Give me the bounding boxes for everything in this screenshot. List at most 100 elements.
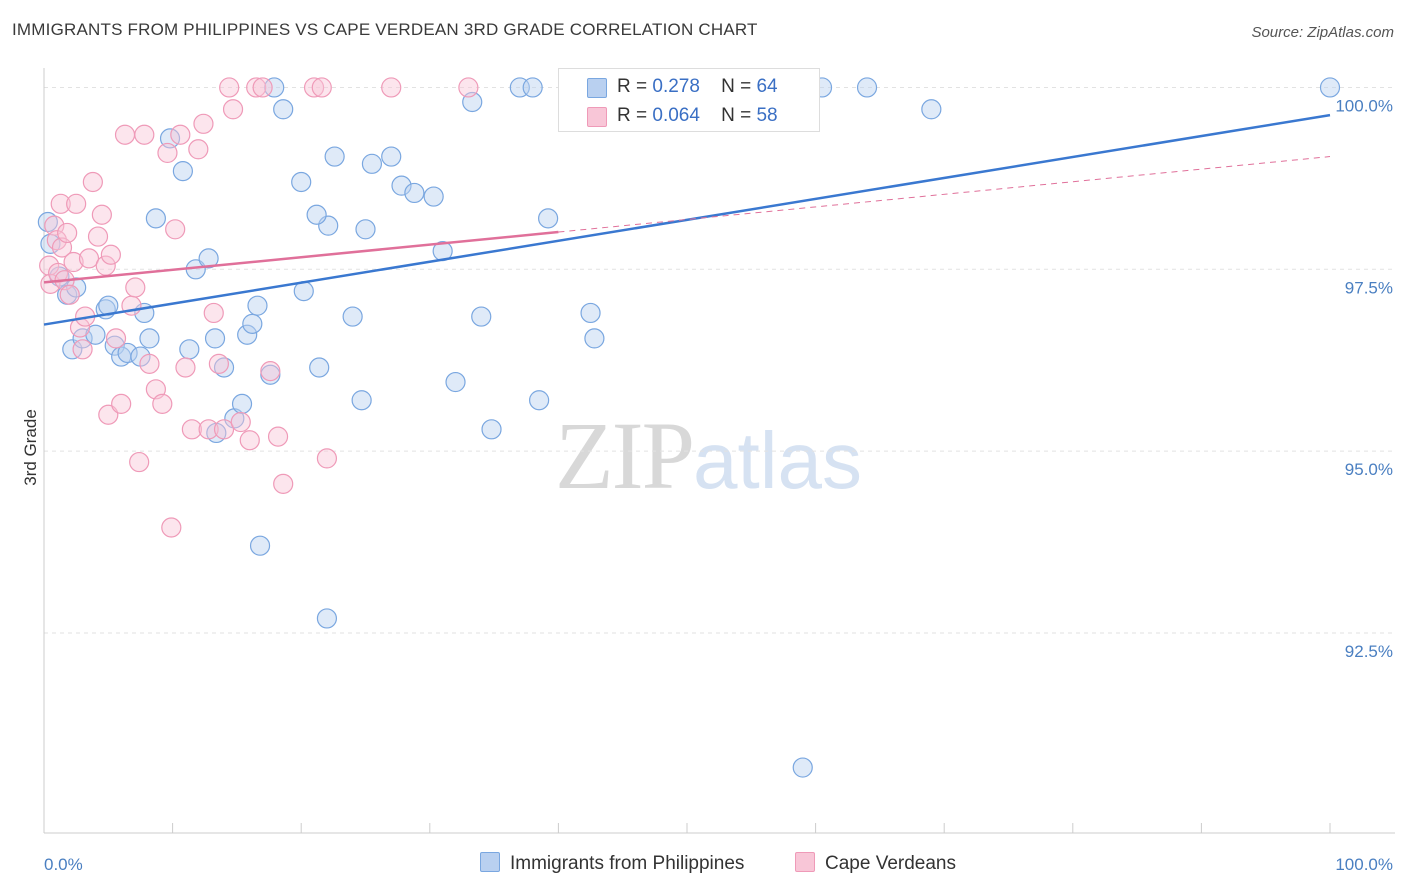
series-swatch-philippines (480, 852, 500, 872)
point-cape-verdeans (273, 473, 294, 494)
x-tick-label-right: 100.0% (1335, 855, 1393, 874)
legend-row-cape-verdeans: R = 0.064 N = 58 (559, 101, 819, 131)
point-philippines (145, 208, 166, 229)
series-legend-philippines[interactable]: Immigrants from Philippines (480, 852, 744, 875)
point-philippines (198, 248, 219, 269)
point-cape-verdeans (181, 419, 202, 440)
point-cape-verdeans (208, 353, 229, 374)
point-philippines (538, 208, 559, 229)
series-legend-cape-verdeans[interactable]: Cape Verdeans (795, 852, 956, 875)
x-tick-label-left: 0.0% (44, 855, 83, 874)
point-cape-verdeans (57, 222, 78, 244)
point-philippines (856, 77, 878, 98)
point-philippines (522, 77, 543, 98)
point-philippines (423, 186, 444, 207)
point-philippines (391, 175, 412, 196)
point-philippines (242, 313, 263, 334)
point-philippines (361, 153, 383, 174)
trend-line-cape-verdeans-extension (558, 156, 1331, 233)
point-cape-verdeans (219, 77, 240, 98)
legend-swatch-cape-verdeans (587, 107, 607, 127)
point-philippines (1319, 77, 1341, 98)
point-philippines (139, 328, 160, 349)
point-philippines (62, 339, 83, 360)
point-cape-verdeans (381, 77, 402, 98)
point-philippines (584, 328, 605, 349)
point-cape-verdeans (129, 451, 150, 473)
point-philippines (204, 328, 226, 349)
watermark-zip: ZIP (555, 402, 695, 509)
y-axis-title: 3rd Grade (21, 409, 40, 486)
point-philippines (316, 608, 338, 629)
series-swatch-cape-verdeans (795, 852, 815, 872)
point-philippines (37, 211, 58, 233)
point-cape-verdeans (230, 411, 251, 433)
point-philippines (291, 171, 312, 193)
legend-row-philippines: R = 0.278 N = 64 (559, 72, 819, 102)
point-cape-verdeans (139, 353, 160, 374)
point-philippines (172, 161, 193, 182)
point-philippines (306, 204, 327, 225)
point-cape-verdeans (105, 328, 127, 349)
point-cape-verdeans (91, 204, 112, 225)
point-philippines (117, 342, 138, 364)
point-cape-verdeans (59, 284, 80, 305)
point-cape-verdeans (157, 142, 178, 164)
point-philippines (237, 324, 258, 345)
point-cape-verdeans (188, 139, 209, 160)
point-cape-verdeans (193, 113, 214, 134)
point-cape-verdeans (63, 251, 84, 273)
point-philippines (264, 77, 285, 98)
stats-legend: R = 0.278 N = 64 R = 0.064 N = 58 (558, 68, 820, 132)
series-legend: Immigrants from Philippines Cape Verdean… (0, 852, 1406, 876)
y-tick-label: 92.5% (1345, 642, 1393, 661)
chart-source: Source: ZipAtlas.com (1251, 24, 1394, 41)
chart-title: IMMIGRANTS FROM PHILIPPINES VS CAPE VERD… (12, 20, 758, 39)
point-philippines (580, 302, 601, 324)
point-cape-verdeans (303, 77, 325, 98)
point-philippines (381, 146, 402, 167)
point-cape-verdeans (267, 426, 289, 447)
legend-swatch-philippines (587, 78, 607, 98)
point-cape-verdeans (239, 430, 260, 451)
point-cape-verdeans (316, 448, 338, 469)
point-cape-verdeans (165, 219, 186, 240)
point-cape-verdeans (170, 124, 191, 145)
point-cape-verdeans (66, 193, 87, 214)
point-philippines (792, 757, 813, 778)
point-philippines (445, 371, 466, 393)
point-philippines (351, 390, 372, 411)
legend-r-label: R = (617, 76, 648, 97)
point-philippines (179, 339, 200, 360)
point-cape-verdeans (111, 393, 132, 414)
point-cape-verdeans (311, 77, 332, 98)
point-philippines (404, 182, 425, 204)
legend-r-philippines: 0.278 (652, 76, 700, 97)
point-cape-verdeans (72, 339, 93, 360)
point-philippines (247, 295, 268, 316)
point-cape-verdeans (260, 361, 281, 382)
point-philippines (921, 99, 942, 120)
point-philippines (273, 99, 294, 120)
series-label-cape-verdeans: Cape Verdeans (825, 853, 956, 874)
point-cape-verdeans (152, 393, 173, 414)
y-tick-label: 95.0% (1345, 460, 1393, 479)
legend-n-philippines: 64 (756, 76, 778, 97)
point-cape-verdeans (114, 124, 136, 145)
point-philippines (355, 219, 376, 240)
point-cape-verdeans (161, 517, 182, 538)
point-philippines (231, 393, 253, 414)
point-cape-verdeans (46, 230, 67, 251)
point-philippines (309, 357, 330, 378)
trend-line-philippines (43, 113, 1331, 326)
point-philippines (342, 306, 363, 327)
trend-line-cape-verdeans (43, 230, 559, 284)
point-cape-verdeans (50, 193, 71, 214)
watermark-atlas: atlas (693, 416, 862, 505)
point-cape-verdeans (134, 124, 155, 145)
legend-r-cape-verdeans: 0.064 (652, 105, 700, 126)
zipatlas-watermark: ZIPatlas (555, 400, 862, 511)
point-cape-verdeans (100, 244, 121, 265)
point-cape-verdeans (213, 419, 235, 440)
point-philippines (104, 335, 125, 356)
